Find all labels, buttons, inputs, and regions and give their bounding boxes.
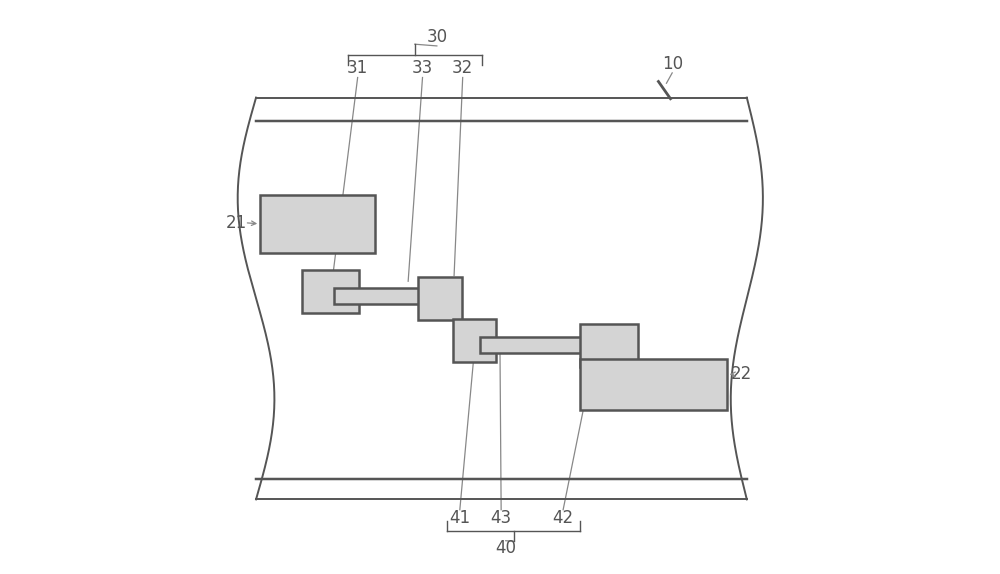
Text: 33: 33 (412, 59, 433, 77)
Text: 32: 32 (452, 59, 473, 77)
Text: 43: 43 (491, 509, 512, 527)
Text: 22: 22 (730, 365, 752, 383)
Bar (580, 359, 727, 410)
Bar (260, 195, 375, 253)
Bar (480, 337, 600, 353)
Bar (302, 270, 359, 313)
Bar (453, 319, 496, 362)
Bar (334, 288, 434, 304)
Text: 21: 21 (225, 214, 247, 232)
Text: 10: 10 (662, 55, 683, 73)
Text: 42: 42 (553, 509, 574, 527)
Bar (580, 324, 638, 367)
Text: 30: 30 (426, 28, 447, 46)
Text: 31: 31 (347, 59, 368, 77)
Bar (418, 277, 462, 320)
Text: 41: 41 (449, 509, 470, 527)
Text: 40: 40 (495, 539, 516, 557)
